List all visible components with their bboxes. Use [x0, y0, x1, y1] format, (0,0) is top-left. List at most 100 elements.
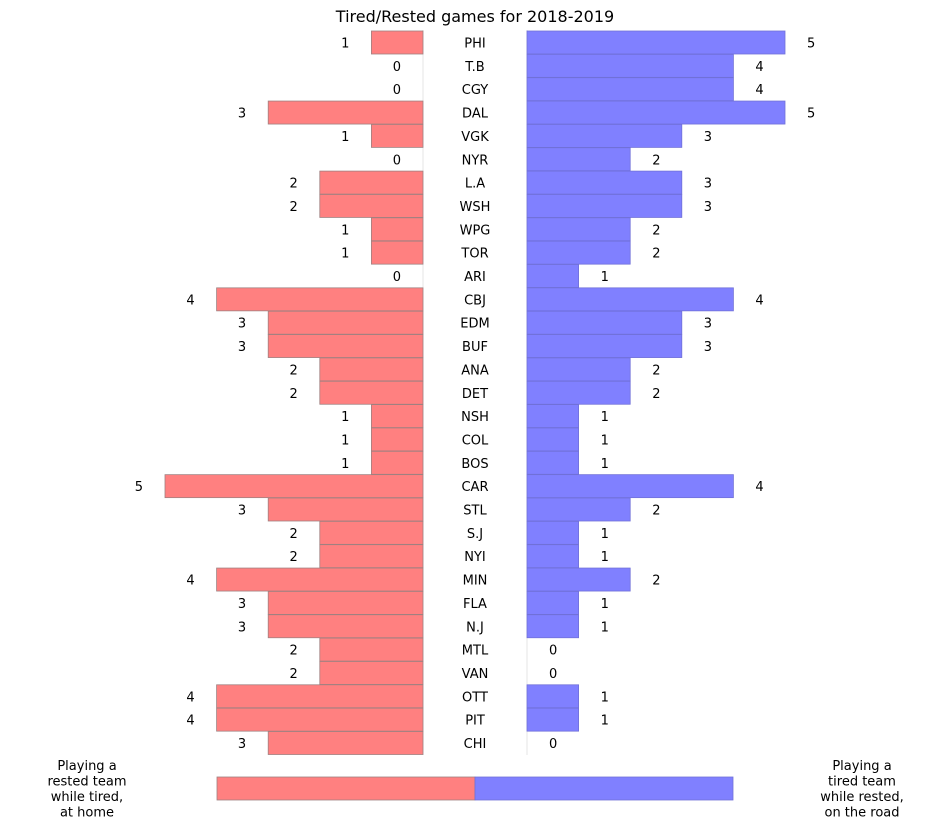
value-right-PIT: 1: [601, 714, 609, 729]
legend-left-text-line-2: while tired,: [51, 790, 123, 805]
bar-left-DAL: [267, 100, 424, 125]
bar-right-CBJ: [526, 287, 734, 312]
bar-left-STL: [267, 497, 424, 522]
bar-right-DAL: [526, 100, 786, 125]
bar-left-PIT: [216, 707, 424, 732]
value-right-DET: 2: [652, 387, 660, 402]
bar-left-N.J: [267, 614, 424, 639]
value-right-FLA: 1: [601, 597, 609, 612]
legend-right-text-line-1: tired team: [828, 775, 896, 790]
bar-left-BUF: [267, 334, 424, 358]
bar-right-CAR: [526, 474, 734, 499]
bar-left-EDM: [267, 310, 424, 335]
bar-right-MIN: [526, 567, 631, 592]
value-left-FLA: 3: [238, 597, 246, 612]
value-left-NYI: 2: [290, 550, 298, 565]
value-right-MTL: 0: [549, 644, 557, 659]
bar-right-VGK: [526, 124, 683, 148]
bar-left-CHI: [267, 731, 424, 755]
value-left-NSH: 1: [341, 410, 349, 425]
value-left-PIT: 4: [186, 714, 194, 729]
team-label-DET: DET: [462, 387, 488, 402]
value-right-T.B: 4: [755, 60, 763, 75]
bar-left-MIN: [216, 567, 424, 592]
bar-left-CBJ: [216, 287, 424, 312]
value-left-OTT: 4: [186, 690, 194, 705]
value-right-WPG: 2: [652, 223, 660, 238]
value-right-PHI: 5: [807, 37, 815, 52]
bars-right-group: [526, 30, 786, 732]
team-label-FLA: FLA: [463, 597, 487, 612]
value-left-S.J: 2: [290, 527, 298, 542]
value-left-L.A: 2: [290, 177, 298, 192]
bar-left-ANA: [319, 357, 424, 382]
bar-left-L.A: [319, 170, 424, 195]
value-left-EDM: 3: [238, 317, 246, 332]
value-left-WPG: 1: [341, 223, 349, 238]
value-right-ANA: 2: [652, 363, 660, 378]
team-label-BOS: BOS: [461, 457, 488, 472]
team-label-N.J: N.J: [466, 620, 484, 635]
value-right-OTT: 1: [601, 690, 609, 705]
team-label-NSH: NSH: [461, 410, 489, 425]
value-right-MIN: 2: [652, 574, 660, 589]
bar-right-TOR: [526, 240, 631, 265]
value-right-NYI: 1: [601, 550, 609, 565]
bar-right-OTT: [526, 684, 579, 709]
team-label-CHI: CHI: [464, 737, 487, 752]
value-left-STL: 3: [238, 504, 246, 519]
value-right-CGY: 4: [755, 83, 763, 98]
value-right-EDM: 3: [704, 317, 712, 332]
bar-right-NYR: [526, 147, 631, 172]
value-left-CAR: 5: [135, 480, 143, 495]
bar-left-FLA: [267, 591, 424, 615]
team-label-OTT: OTT: [462, 690, 488, 705]
value-right-DAL: 5: [807, 107, 815, 122]
team-label-WSH: WSH: [460, 200, 491, 215]
bar-right-T.B: [526, 53, 734, 78]
value-right-TOR: 2: [652, 247, 660, 262]
value-left-NYR: 0: [393, 153, 401, 168]
value-right-COL: 1: [601, 433, 609, 448]
right-value-labels-group: 5 4 4 5 3 2 3 3 2 2 1 4 3 3 2 2 1 1 1 4 2 1 1 2 1 1 0 0 1 1 0: [549, 37, 815, 753]
bar-right-WSH: [526, 194, 683, 218]
value-right-S.J: 1: [601, 527, 609, 542]
value-right-CBJ: 4: [755, 293, 763, 308]
bar-right-COL: [526, 427, 579, 452]
value-right-NYR: 2: [652, 153, 660, 168]
value-left-BOS: 1: [341, 457, 349, 472]
team-labels-group: PHI T.B CGY DAL VGK NYR L.A WSH WPG TOR ARI CBJ EDM B…: [460, 37, 491, 753]
value-left-CGY: 0: [393, 83, 401, 98]
team-label-CAR: CAR: [461, 480, 488, 495]
value-left-TOR: 1: [341, 247, 349, 262]
bar-right-CGY: [526, 77, 734, 102]
team-label-S.J: S.J: [467, 527, 483, 542]
bar-left-WPG: [370, 217, 424, 242]
team-label-WPG: WPG: [460, 223, 491, 238]
value-left-N.J: 3: [238, 620, 246, 635]
team-label-DAL: DAL: [462, 107, 489, 122]
value-left-CHI: 3: [238, 737, 246, 752]
bar-left-TOR: [370, 240, 424, 265]
value-left-COL: 1: [341, 433, 349, 448]
bar-right-BUF: [526, 334, 683, 358]
team-label-CGY: CGY: [462, 83, 489, 98]
value-right-WSH: 3: [704, 200, 712, 215]
bar-left-OTT: [216, 684, 424, 709]
chart-title: Tired/Rested games for 2018-2019: [335, 7, 614, 26]
value-right-L.A: 3: [704, 177, 712, 192]
value-left-PHI: 1: [341, 37, 349, 52]
bar-right-ARI: [526, 264, 579, 288]
legend-left-text-line-1: rested team: [47, 775, 126, 790]
team-label-STL: STL: [463, 504, 487, 519]
bars-left-group: [164, 30, 424, 755]
team-label-PHI: PHI: [464, 37, 485, 52]
bar-right-STL: [526, 497, 631, 522]
team-label-VAN: VAN: [462, 667, 489, 682]
value-right-BUF: 3: [704, 340, 712, 355]
bar-right-BOS: [526, 450, 579, 475]
bar-left-CAR: [164, 474, 424, 499]
